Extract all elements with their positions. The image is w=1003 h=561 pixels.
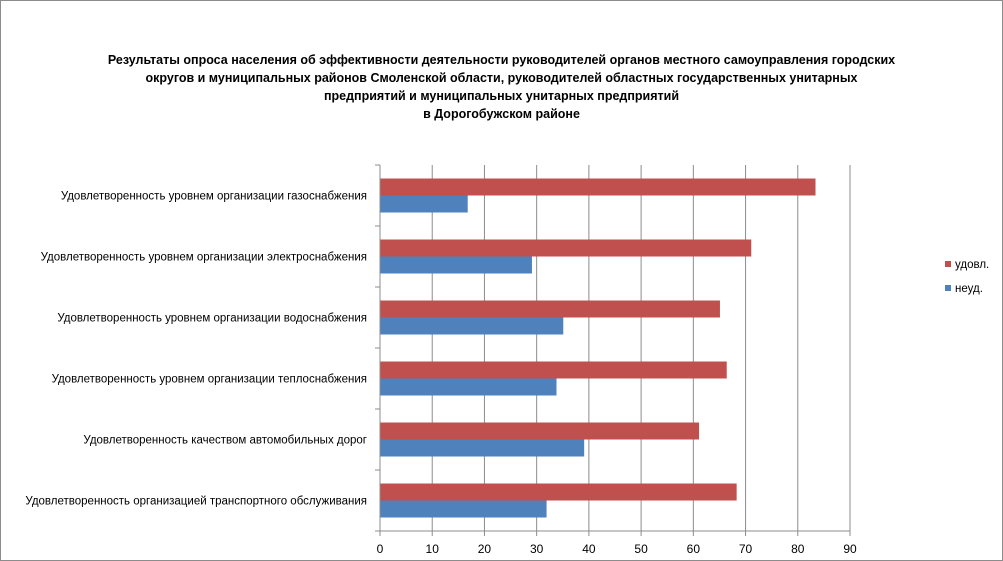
bar-unsatisfied [380,439,585,457]
bar-satisfied [380,361,727,379]
bar-satisfied [380,300,720,318]
bar-satisfied [380,483,737,501]
bar-unsatisfied [380,195,468,213]
grid-layer [431,165,851,531]
bar-unsatisfied [380,500,547,518]
labels-layer: 0 10 20 30 40 50 60 70 80 90 Удовлетворенность уро… [25,191,857,557]
bar-unsatisfied [380,317,564,335]
x-tick-label: 50 [634,542,648,556]
category-label: Удовлетворенность качеством автомобильны… [83,435,367,447]
legend: удовл. неуд. [945,259,989,295]
x-tick-label: 60 [687,542,701,556]
legend-label: удовл. [955,259,989,271]
bar-unsatisfied [380,256,532,274]
legend-swatch [945,285,951,291]
x-tick-label: 20 [478,542,492,556]
category-label: Удовлетворенность организацией транспорт… [25,496,367,508]
category-label: Удовлетворенность уровнем организации те… [52,374,367,386]
legend-swatch [945,261,951,267]
chart-title: Результаты опроса населения об эффективн… [0,51,1003,123]
axes-layer [375,164,851,536]
bar-satisfied [380,178,816,196]
chart-title-line: Результаты опроса населения об эффективн… [107,53,896,67]
chart-title-line: в Дорогобужском районе [423,107,580,121]
category-label: Удовлетворенность уровнем организации га… [61,191,367,203]
category-label: Удовлетворенность уровнем организации во… [57,313,367,325]
bar-unsatisfied [380,378,557,396]
bar-satisfied [380,422,700,440]
bars-layer [380,178,816,518]
x-tick-label: 80 [791,542,805,556]
x-tick-label: 40 [582,542,596,556]
x-tick-label: 0 [377,542,384,556]
x-tick-label: 10 [426,542,440,556]
chart-title-line: округов и муниципальных районов Смоленск… [145,71,858,85]
x-tick-label: 30 [530,542,544,556]
category-label: Удовлетворенность уровнем организации эл… [41,252,367,264]
x-tick-label: 90 [843,542,857,556]
chart-title-line: предприятий и муниципальных унитарных пр… [323,89,680,103]
bar-satisfied [380,239,752,257]
x-tick-label: 70 [739,542,753,556]
legend-label: неуд. [955,283,983,295]
